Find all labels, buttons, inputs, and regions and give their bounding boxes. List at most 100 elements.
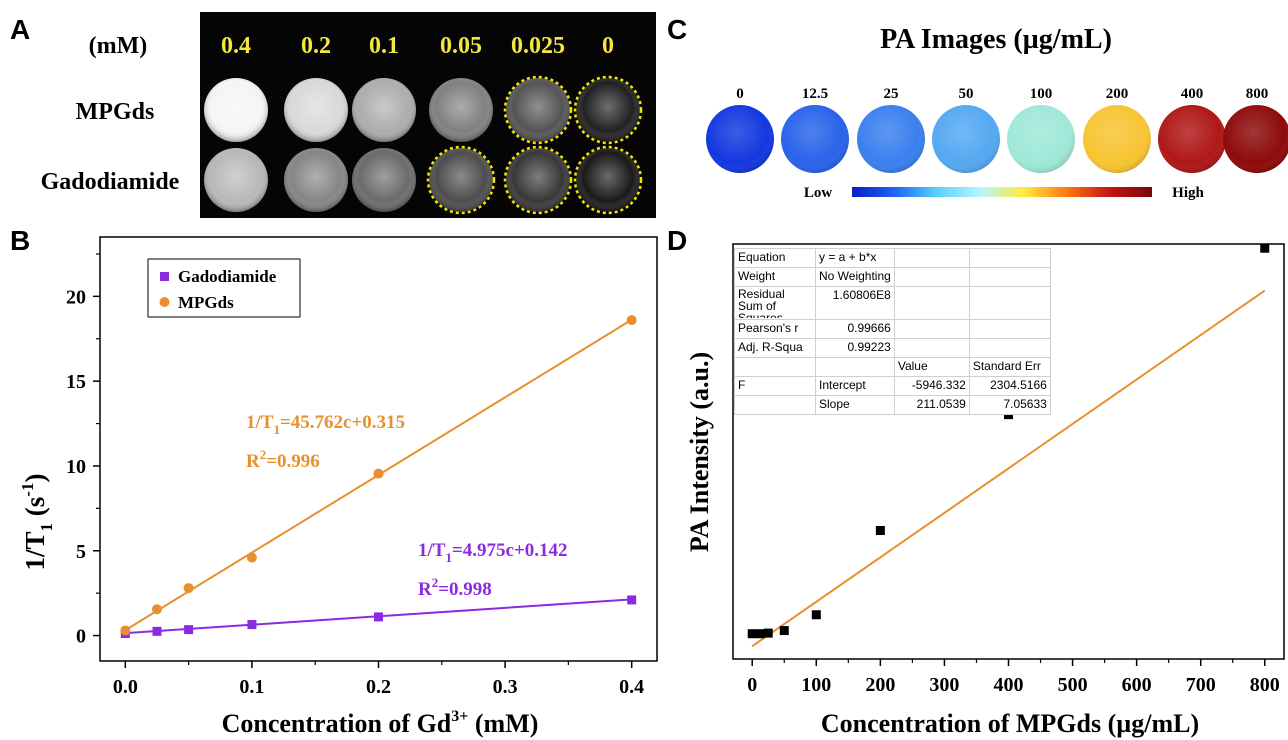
chart-d-data-point-4 bbox=[811, 610, 821, 620]
chart-d-data-point-3 bbox=[779, 626, 789, 636]
pa-conc-label-5: 200 bbox=[1106, 86, 1129, 102]
mri-highlight-ring-gadodiamide-3 bbox=[426, 145, 496, 215]
pa-images-panel: PA Images (µg/mL) 0 12.5 25 50 100 200 400 800 … bbox=[706, 24, 1288, 201]
pa-conc-label-4: 100 bbox=[1030, 86, 1053, 102]
pa-sample-shade-3 bbox=[932, 105, 1000, 173]
fit-table-cell bbox=[893, 319, 970, 339]
fit-table-cell: 0.99666 bbox=[815, 319, 895, 339]
data-point-mpgds-5 bbox=[626, 315, 637, 326]
mri-highlight-ring-mpgds-4 bbox=[503, 75, 573, 145]
pa-conc-label-7: 800 bbox=[1246, 86, 1269, 102]
fit-table-row: Weight No Weighting bbox=[734, 267, 1051, 287]
colorbar bbox=[852, 187, 1152, 197]
fit-table-cell bbox=[968, 267, 1051, 287]
pa-conc-label-6: 400 bbox=[1181, 86, 1204, 102]
mri-sample-shade-gadodiamide-1 bbox=[284, 148, 348, 212]
mri-highlight-ring-mpgds-5 bbox=[573, 75, 643, 145]
chart-b-ytick-label-4: 20 bbox=[66, 286, 86, 308]
legend-marker-mpgds bbox=[159, 297, 170, 307]
chart-b-ytick-label-0: 0 bbox=[76, 626, 86, 648]
data-point-gadodiamide-1 bbox=[152, 626, 162, 636]
fit-table-cell bbox=[968, 248, 1051, 268]
chart-b-xtick-label-4: 0.4 bbox=[619, 676, 644, 698]
fit-table-row: Pearson's r 0.99666 bbox=[734, 319, 1051, 339]
chart-b-xtick-label-0: 0.0 bbox=[113, 676, 138, 698]
mri-conc-label-1: 0.2 bbox=[301, 33, 331, 59]
chart-b-ylabel: 1/T1 (s-1) bbox=[18, 474, 56, 571]
chart-d-data-point-5 bbox=[875, 525, 885, 535]
fit-table-cell: 7.05633 bbox=[968, 395, 1051, 415]
pa-sample-shade-1 bbox=[781, 105, 849, 173]
mri-conc-label-3: 0.05 bbox=[440, 33, 482, 59]
mri-sample-shade-gadodiamide-5 bbox=[576, 148, 640, 212]
mri-sample-shade-gadodiamide-4 bbox=[506, 148, 570, 212]
fit-table-cell: Residual Sum of Squares bbox=[734, 286, 816, 320]
mri-conc-label-5: 0 bbox=[602, 33, 614, 59]
mri-conc-label-2: 0.1 bbox=[369, 33, 399, 59]
panel-label-a: A bbox=[10, 14, 31, 45]
chart-d-data-point-0 bbox=[747, 629, 757, 639]
chart-b-ytick-label-2: 10 bbox=[66, 456, 86, 478]
legend-label-gadodiamide: Gadodiamide bbox=[178, 267, 277, 286]
chart-d-xtick-label-2: 200 bbox=[865, 674, 895, 696]
legend-label-mpgds: MPGds bbox=[178, 293, 234, 312]
pa-sample-shade-4 bbox=[1007, 105, 1075, 173]
data-point-mpgds-3 bbox=[246, 552, 257, 563]
fit-table-cell: -5946.332 bbox=[893, 376, 970, 396]
fit-table-cell bbox=[893, 248, 970, 268]
fit-table-cell: 1.60806E8 bbox=[815, 286, 895, 320]
pa-conc-label-3: 50 bbox=[959, 86, 974, 102]
chart-d-xtick-label-3: 300 bbox=[929, 674, 959, 696]
chart-d-data-point-7 bbox=[1260, 243, 1270, 253]
mri-sample-shade-gadodiamide-3 bbox=[429, 148, 493, 212]
fit-table-cell: Intercept bbox=[815, 376, 895, 396]
fit-table-cell bbox=[968, 286, 1051, 320]
fit-table-cell bbox=[893, 338, 970, 358]
fit-table-cell bbox=[893, 267, 970, 287]
fit-table-cell bbox=[968, 338, 1051, 358]
fit-table-cell bbox=[734, 395, 816, 415]
chart-d-xlabel: Concentration of MPGds (µg/mL) bbox=[821, 709, 1199, 738]
mri-sample-shade-mpgds-3 bbox=[429, 78, 493, 142]
chart-d-data-point-2 bbox=[763, 628, 773, 638]
chart-b-legend: Gadodiamide MPGds bbox=[147, 258, 301, 318]
chart-d-data-point-1 bbox=[755, 629, 765, 639]
fit-table-row: Adj. R-Squa 0.99223 bbox=[734, 338, 1051, 358]
fit-table-cell: F bbox=[734, 376, 816, 396]
fit-table-cell: Pearson's r bbox=[734, 319, 816, 339]
mri-row-label-mpgds: MPGds bbox=[76, 99, 155, 125]
mri-sample-shade-mpgds-2 bbox=[352, 78, 416, 142]
fit-table-cell: Slope bbox=[815, 395, 895, 415]
fit-table-row: Value Standard Err bbox=[734, 357, 1051, 377]
mri-sample-shade-gadodiamide-0 bbox=[204, 148, 268, 212]
fit-table-cell: No Weighting bbox=[815, 267, 895, 287]
pa-sample-shade-7 bbox=[1223, 105, 1288, 173]
fit-table-cell: Adj. R-Squa bbox=[734, 338, 816, 358]
mri-conc-label-0: 0.4 bbox=[221, 33, 251, 59]
fit-table-cell bbox=[893, 286, 970, 320]
mri-conc-label-4: 0.025 bbox=[511, 33, 565, 59]
mri-sample-shade-mpgds-4 bbox=[506, 78, 570, 142]
chart-b-ytick-label-1: 5 bbox=[76, 541, 86, 563]
fit-table-cell: Equation bbox=[734, 248, 816, 268]
pa-conc-label-0: 0 bbox=[736, 86, 744, 102]
fit-table-cell bbox=[815, 357, 895, 377]
fit-table-cell: 211.0539 bbox=[893, 395, 970, 415]
r2-mpgds: R2=0.996 bbox=[246, 447, 320, 472]
chart-d-ylabel: PA Intensity (a.u.) bbox=[685, 352, 714, 552]
pa-sample-shade-2 bbox=[857, 105, 925, 173]
fit-table-row: Equation y = a + b*x bbox=[734, 248, 1051, 268]
r2-gadodiamide: R2=0.998 bbox=[418, 575, 492, 600]
equation-gadodiamide: 1/T1=4.975c+0.142 bbox=[418, 540, 568, 565]
pa-sample-shade-6 bbox=[1158, 105, 1226, 173]
chart-b: 0.0 0.1 0.2 0.3 0.4 0 5 10 15 20 Gadodiamide MPGd… bbox=[18, 236, 658, 738]
fit-table-cell bbox=[968, 319, 1051, 339]
equation-mpgds: 1/T1=45.762c+0.315 bbox=[246, 412, 405, 437]
fit-table-cell: Weight bbox=[734, 267, 816, 287]
mri-sample-shade-gadodiamide-2 bbox=[352, 148, 416, 212]
fit-table-cell: Value bbox=[893, 357, 970, 377]
mri-row-label-gadodiamide: Gadodiamide bbox=[41, 169, 180, 195]
pa-sample-shade-5 bbox=[1083, 105, 1151, 173]
chart-d: 0 100 200 300 400 500 600 700 800 Concentration … bbox=[685, 243, 1285, 738]
fit-table-row: F Intercept -5946.332 2304.5166 bbox=[734, 376, 1051, 396]
